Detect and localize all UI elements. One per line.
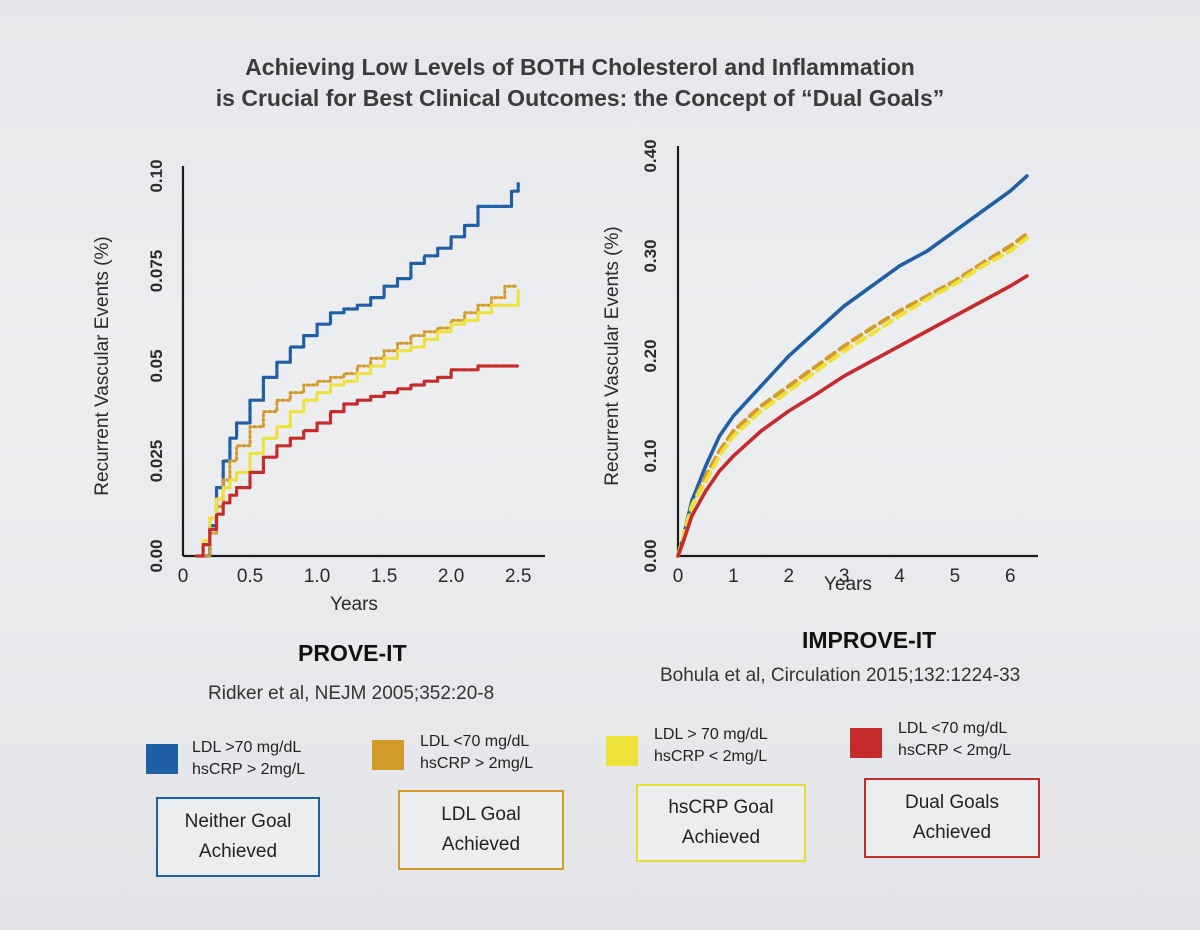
legend-text: LDL <70 mg/dL hsCRP > 2mg/L bbox=[420, 731, 533, 775]
x-tick-label: 6 bbox=[1005, 566, 1016, 587]
legend-text: LDL <70 mg/dL hsCRP < 2mg/L bbox=[898, 718, 1011, 762]
legend-swatch-yellow bbox=[606, 736, 638, 766]
legend-line: hsCRP < 2mg/L bbox=[654, 748, 768, 765]
y-tick-label: 0.00 bbox=[641, 539, 660, 572]
x-tick-label: 2.5 bbox=[505, 566, 531, 587]
legend-line: LDL >70 mg/dL bbox=[192, 739, 302, 756]
legend-line: LDL <70 mg/dL bbox=[898, 720, 1008, 737]
x-tick-label: 1 bbox=[728, 566, 739, 587]
prove-it-citation: Ridker et al, NEJM 2005;352:20-8 bbox=[208, 683, 495, 704]
legend-text: LDL >70 mg/dL hsCRP > 2mg/L bbox=[192, 737, 305, 781]
legend-line: hsCRP < 2mg/L bbox=[898, 742, 1012, 759]
x-tick-label: 1.0 bbox=[304, 566, 330, 587]
x-tick-label: 4 bbox=[894, 566, 905, 587]
legend-swatch-orange bbox=[372, 740, 404, 770]
title-line-1: Achieving Low Levels of BOTH Cholesterol… bbox=[245, 54, 915, 80]
x-tick-label: 2.0 bbox=[438, 566, 464, 587]
prove-it-chart: 0 0.5 1.0 1.5 2.0 2.5 0.00 0.025 0.05 0.075 0.10 Ye… bbox=[92, 159, 545, 615]
improve-it-title: IMPROVE-IT bbox=[802, 627, 937, 653]
y-tick-label: 0.10 bbox=[641, 439, 660, 472]
goal-label: Achieved bbox=[681, 827, 761, 848]
series-line-orange bbox=[201, 284, 520, 558]
y-tick-label: 0.20 bbox=[641, 339, 660, 372]
legend-line: LDL <70 mg/dL bbox=[420, 733, 530, 750]
prove-it-title: PROVE-IT bbox=[298, 640, 407, 666]
series-line-yellow bbox=[194, 288, 520, 558]
y-tick-label: 0.10 bbox=[147, 159, 166, 192]
x-tick-label: 0.5 bbox=[237, 566, 263, 587]
series-line-blue bbox=[201, 182, 520, 558]
goal-label: LDL Goal bbox=[441, 804, 521, 825]
y-axis-title: Recurrent Vascular Events (%) bbox=[92, 236, 113, 495]
series-line-red bbox=[676, 274, 1029, 558]
x-tick-label: 1.5 bbox=[371, 566, 397, 587]
legend-line: hsCRP > 2mg/L bbox=[192, 761, 306, 778]
x-tick-label: 2 bbox=[783, 566, 794, 587]
x-axis-title: Years bbox=[824, 574, 872, 595]
x-tick-label: 3 bbox=[839, 566, 850, 587]
goal-box-neither: Neither Goal Achieved bbox=[156, 797, 320, 877]
legend-line: LDL > 70 mg/dL bbox=[654, 726, 768, 743]
legend-swatch-blue bbox=[146, 744, 178, 774]
figure-title: Achieving Low Levels of BOTH Cholesterol… bbox=[120, 52, 1040, 114]
series-line-red bbox=[194, 364, 520, 558]
goal-label: hsCRP Goal bbox=[668, 797, 774, 818]
goal-label: Neither Goal bbox=[184, 811, 292, 832]
goal-label: Achieved bbox=[912, 822, 992, 843]
y-tick-label: 0.30 bbox=[641, 239, 660, 272]
improve-it-citation: Bohula et al, Circulation 2015;132:1224-… bbox=[660, 665, 1021, 686]
y-tick-label: 0.075 bbox=[147, 250, 166, 293]
x-tick-label: 5 bbox=[950, 566, 961, 587]
goal-label: Dual Goals bbox=[905, 792, 999, 813]
legend-text: LDL > 70 mg/dL hsCRP < 2mg/L bbox=[654, 724, 768, 768]
y-tick-label: 0.00 bbox=[147, 539, 166, 572]
series-line-blue bbox=[676, 174, 1029, 558]
y-axis-title: Recurrent Vascular Events (%) bbox=[602, 226, 623, 485]
x-tick-label: 0 bbox=[178, 566, 189, 587]
goal-label: Achieved bbox=[441, 834, 521, 855]
x-tick-label: 0 bbox=[673, 566, 684, 587]
legend-line: hsCRP > 2mg/L bbox=[420, 755, 534, 772]
improve-it-chart: 0 1 2 3 4 5 6 0.00 0.10 0.20 0.30 0.40 Years Recurren… bbox=[602, 139, 1038, 595]
y-tick-label: 0.40 bbox=[641, 139, 660, 172]
goal-box-dual: Dual Goals Achieved bbox=[864, 778, 1040, 858]
series-line-orange bbox=[676, 232, 1029, 558]
x-axis-title: Years bbox=[330, 594, 378, 615]
legend-swatch-red bbox=[850, 728, 882, 758]
y-tick-label: 0.05 bbox=[147, 349, 166, 382]
y-tick-label: 0.025 bbox=[147, 440, 166, 483]
goal-box-ldl: LDL Goal Achieved bbox=[398, 790, 564, 870]
title-line-2: is Crucial for Best Clinical Outcomes: t… bbox=[215, 85, 945, 111]
series-line-yellow bbox=[676, 236, 1029, 558]
goal-box-hscrp: hsCRP Goal Achieved bbox=[636, 784, 806, 862]
goal-label: Achieved bbox=[198, 841, 278, 862]
